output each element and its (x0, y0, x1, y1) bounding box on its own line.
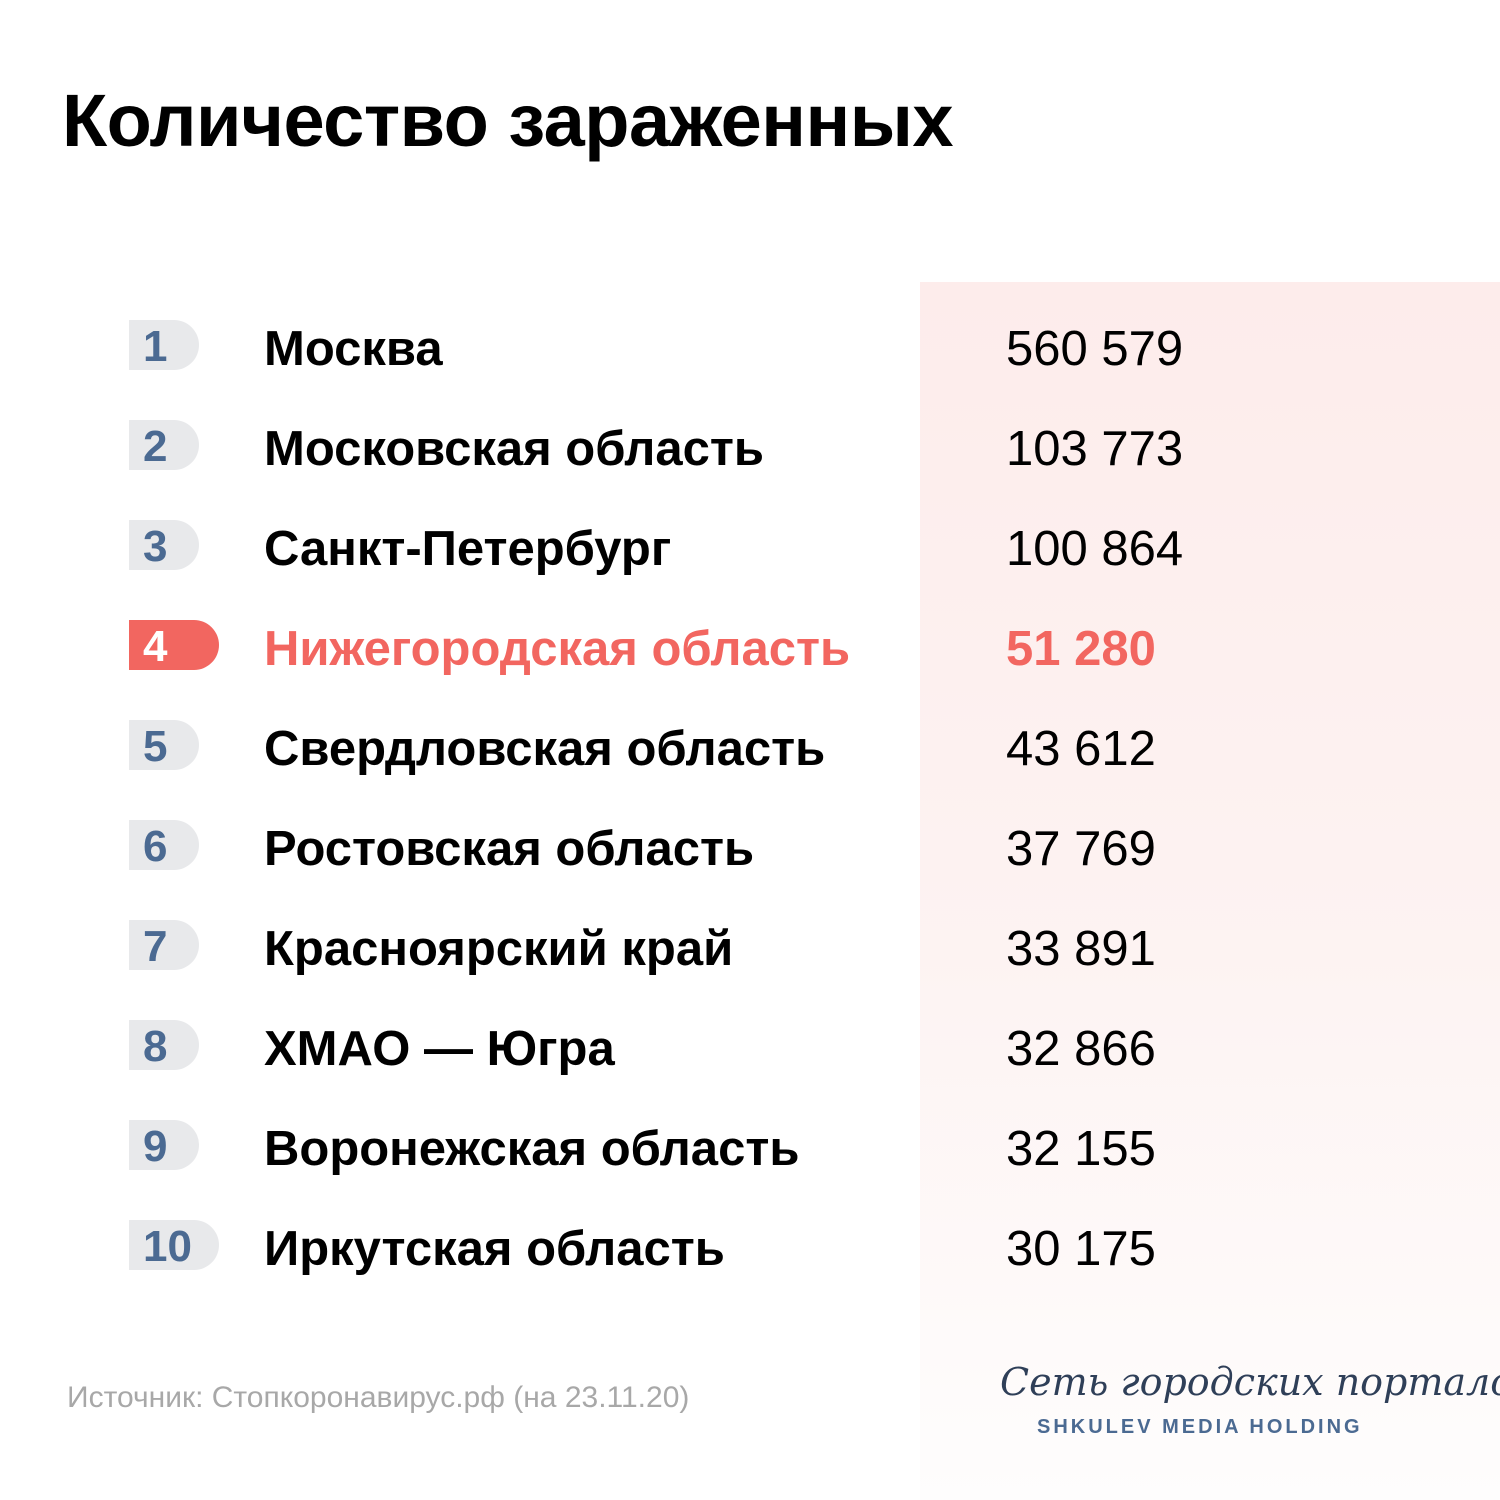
rank-badge: 7 (129, 920, 199, 970)
region-name: Санкт-Петербург (264, 522, 672, 576)
rank-badge: 1 (129, 320, 199, 370)
rank-badge: 2 (129, 420, 199, 470)
table-row: 9 Воронежская область 32 155 (0, 1120, 1500, 1220)
region-name: Ростовская область (264, 822, 755, 876)
infection-count: 43 612 (1006, 722, 1156, 776)
region-name: Свердловская область (264, 722, 826, 776)
table-row: 1 Москва 560 579 (0, 320, 1500, 420)
table-row: 2 Московская область 103 773 (0, 420, 1500, 520)
rank-number: 3 (143, 522, 168, 571)
region-name: Московская область (264, 422, 765, 476)
rank-number: 6 (143, 822, 168, 871)
rank-number: 10 (143, 1222, 192, 1271)
infection-count: 100 864 (1006, 522, 1184, 576)
rank-badge: 3 (129, 520, 199, 570)
value-column-background (920, 282, 1500, 1500)
region-name: Красноярский край (264, 922, 734, 976)
rank-badge: 5 (129, 720, 199, 770)
rank-number: 1 (143, 322, 168, 371)
infection-count: 30 175 (1006, 1222, 1156, 1276)
rank-number: 9 (143, 1122, 168, 1171)
publisher-logo-script: Сеть городских порталов (1000, 1360, 1500, 1404)
infection-count: 37 769 (1006, 822, 1156, 876)
rank-badge: 8 (129, 1020, 199, 1070)
rank-badge: 4 (129, 620, 219, 670)
rank-badge: 10 (129, 1220, 219, 1270)
table-row: 8 ХМАО — Югра 32 866 (0, 1020, 1500, 1120)
rank-badge: 9 (129, 1120, 199, 1170)
rank-badge: 6 (129, 820, 199, 870)
table-row: 6 Ростовская область 37 769 (0, 820, 1500, 920)
infection-count: 560 579 (1006, 322, 1184, 376)
source-note: Источник: Стопкоронавирус.рф (на 23.11.2… (67, 1381, 690, 1414)
rank-number: 7 (143, 922, 168, 971)
table-row: 3 Санкт-Петербург 100 864 (0, 520, 1500, 620)
region-name: ХМАО — Югра (264, 1022, 615, 1076)
table-row: 4 Нижегородская область 51 280 (0, 620, 1500, 720)
table-row: 5 Свердловская область 43 612 (0, 720, 1500, 820)
rank-number: 5 (143, 722, 168, 771)
publisher-logo-subtitle: SHKULEV MEDIA HOLDING (1037, 1416, 1363, 1438)
rank-number: 2 (143, 422, 168, 471)
rank-number: 8 (143, 1022, 168, 1071)
region-name: Иркутская область (264, 1222, 725, 1276)
infection-count: 32 866 (1006, 1022, 1156, 1076)
infection-count: 103 773 (1006, 422, 1184, 476)
page-title: Количество зараженных (62, 79, 954, 162)
rank-number: 4 (143, 622, 168, 671)
region-name: Воронежская область (264, 1122, 800, 1176)
region-name: Москва (264, 322, 443, 376)
table-row: 10 Иркутская область 30 175 (0, 1220, 1500, 1320)
infection-count: 33 891 (1006, 922, 1156, 976)
region-name: Нижегородская область (264, 622, 851, 676)
infection-count: 32 155 (1006, 1122, 1156, 1176)
infection-count: 51 280 (1006, 622, 1156, 676)
table-row: 7 Красноярский край 33 891 (0, 920, 1500, 1020)
